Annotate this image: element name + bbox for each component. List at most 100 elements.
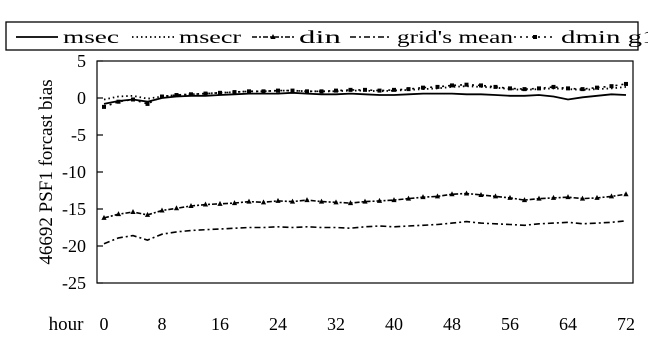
y-tick-label: -15	[62, 199, 86, 219]
data-point	[174, 93, 179, 98]
data-point	[435, 84, 440, 89]
data-point	[450, 83, 454, 88]
x-tick-label: 48	[443, 314, 461, 334]
data-point	[188, 203, 194, 209]
data-point	[507, 194, 513, 200]
plot-area: 5 0 -5 -10 -15 -20 -25 0 8 16 24 32 40 48 56 64 72	[62, 51, 635, 334]
data-point	[189, 92, 193, 97]
x-tick-label: 32	[327, 314, 345, 334]
data-point	[406, 87, 411, 92]
data-point	[550, 194, 557, 200]
data-point	[115, 211, 122, 217]
data-point	[247, 89, 251, 94]
x-tick-label: 8	[158, 314, 167, 334]
data-point	[202, 201, 209, 207]
legend-item: din	[252, 27, 341, 47]
data-point	[334, 88, 338, 93]
data-point	[420, 194, 426, 200]
legend-item: msec	[16, 27, 119, 47]
legend-label: grid's mean	[397, 27, 513, 47]
data-point	[260, 199, 267, 205]
series-line	[103, 192, 627, 219]
legend-label: din	[299, 27, 341, 47]
series-din	[101, 190, 629, 220]
data-point	[434, 193, 441, 199]
data-point	[479, 83, 483, 88]
data-point	[594, 194, 600, 200]
x-tick-label: 56	[501, 314, 519, 334]
data-point	[218, 90, 222, 95]
data-point	[319, 89, 324, 94]
data-point	[363, 87, 367, 92]
data-point	[551, 84, 556, 89]
data-point	[449, 191, 455, 197]
data-point	[580, 87, 585, 92]
data-point	[493, 84, 498, 89]
data-point	[377, 88, 382, 93]
legend-border	[5, 21, 639, 51]
data-point	[173, 205, 180, 211]
data-point	[261, 89, 266, 94]
data-point	[289, 198, 296, 204]
data-point	[521, 197, 528, 203]
data-point	[565, 194, 571, 200]
data-point	[232, 90, 237, 95]
data-point	[347, 200, 354, 206]
data-point	[595, 85, 599, 90]
data-point	[159, 207, 165, 213]
data-point	[145, 101, 150, 106]
series-dmin-g15	[102, 81, 628, 109]
x-tick-label: 64	[559, 314, 577, 334]
series-grid-s-mean	[103, 220, 627, 245]
data-point	[217, 200, 223, 206]
data-point	[246, 198, 252, 204]
data-point	[463, 190, 470, 196]
data-point	[391, 197, 397, 203]
legend-item: dmin g15	[514, 27, 648, 47]
data-point	[608, 193, 615, 199]
data-point	[102, 104, 106, 109]
x-tick-label: 24	[269, 314, 287, 334]
data-point	[275, 197, 281, 203]
series-line	[103, 220, 627, 245]
data-point	[536, 195, 542, 201]
data-point	[522, 87, 527, 92]
legend: msec msecr din grid's mean dmin g15	[5, 21, 648, 51]
data-point	[160, 94, 164, 99]
data-point	[116, 99, 121, 104]
legend-label: msecr	[179, 27, 241, 47]
y-tick-label: -25	[62, 273, 86, 293]
data-point	[566, 86, 570, 91]
data-point	[421, 85, 425, 90]
data-point	[131, 97, 135, 102]
legend-marker	[533, 35, 537, 39]
data-point	[304, 197, 310, 203]
data-point	[537, 86, 541, 91]
data-point	[609, 84, 614, 89]
y-axis-label: 46692 PSF1 forcast bias	[36, 79, 57, 264]
y-tick-label: 0	[77, 88, 86, 108]
data-point	[318, 198, 325, 204]
y-tick-label: 5	[77, 51, 86, 71]
x-tick-label: 16	[211, 314, 229, 334]
data-point	[333, 199, 339, 205]
legend-marker	[270, 34, 276, 39]
data-point	[144, 211, 151, 217]
x-axis-label: hour	[49, 314, 85, 335]
y-tick-label: -20	[62, 236, 86, 256]
data-point	[203, 91, 208, 96]
data-point	[290, 88, 295, 93]
x-tick-label: 0	[100, 314, 109, 334]
data-point	[362, 198, 368, 204]
data-point	[464, 82, 469, 87]
data-point	[348, 87, 353, 92]
data-point	[376, 197, 383, 203]
data-point	[623, 191, 629, 197]
data-point	[101, 214, 107, 220]
legend-item: grid's mean	[350, 27, 513, 47]
x-tick-label: 40	[385, 314, 403, 334]
data-point	[405, 195, 412, 201]
data-point	[624, 81, 628, 86]
series-line	[103, 91, 627, 105]
